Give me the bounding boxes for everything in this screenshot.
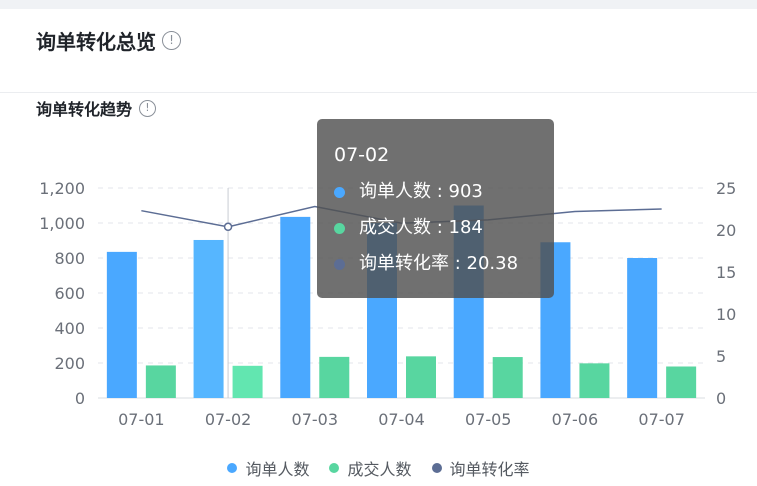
bar-deal-count <box>492 357 523 398</box>
conversion-rate-point <box>223 222 233 232</box>
x-tick-label: 07-02 <box>205 410 252 429</box>
bar-deal-count <box>319 356 350 398</box>
y-tick-label-left: 0 <box>75 389 85 408</box>
card-header <box>0 9 757 93</box>
y-tick-label-right: 0 <box>716 389 726 408</box>
info-icon[interactable]: ! <box>162 31 181 50</box>
y-tick-label-left: 600 <box>54 284 85 303</box>
info-icon[interactable]: ! <box>139 99 157 117</box>
y-tick-label-right: 20 <box>716 221 736 240</box>
x-tick-label: 07-07 <box>638 410 685 429</box>
bar-inquiry-count <box>627 258 658 398</box>
legend-label: 询单人数 <box>245 460 310 479</box>
tooltip-series-dot <box>334 222 345 234</box>
tooltip-row: 成交人数 : 184 <box>334 210 537 246</box>
y-tick-label-right: 25 <box>716 179 736 198</box>
x-tick-label: 07-03 <box>292 410 339 429</box>
tooltip-row-label: 成交人数 : 184 <box>359 217 483 238</box>
chart-tooltip: 07-02 询单人数 : 903 成交人数 : 184 询单转化率 : 20.3… <box>317 119 554 298</box>
x-tick-label: 07-05 <box>465 410 512 429</box>
section-title-text: 询单转化趋势 <box>36 100 133 119</box>
page-title: 询单转化总览 ! <box>36 26 181 55</box>
page-title-text: 询单转化总览 <box>36 30 156 54</box>
y-tick-label-right: 10 <box>716 305 736 324</box>
tooltip-row-label: 询单转化率 : 20.38 <box>359 253 519 274</box>
tooltip-row: 询单转化率 : 20.38 <box>334 246 537 282</box>
legend-dot <box>227 463 238 473</box>
chart-legend: 询单人数 成交人数 询单转化率 <box>0 456 757 480</box>
tooltip-row: 询单人数 : 903 <box>334 174 537 210</box>
y-tick-label-left: 1,200 <box>39 179 85 198</box>
bar-inquiry-count <box>280 216 311 398</box>
bar-inquiry-count <box>193 239 224 398</box>
y-tick-label-right: 5 <box>716 347 726 366</box>
section-title: 询单转化趋势 ! <box>36 96 157 120</box>
y-tick-label-left: 200 <box>54 354 85 373</box>
legend-dot <box>329 463 340 473</box>
x-tick-label: 07-01 <box>118 410 165 429</box>
y-tick-label-left: 400 <box>54 319 85 338</box>
bar-deal-count <box>666 366 697 398</box>
legend-label: 询单转化率 <box>449 460 530 479</box>
legend-item[interactable]: 询单转化率 <box>431 456 530 480</box>
x-tick-label: 07-06 <box>552 410 599 429</box>
tooltip-series-dot <box>334 186 345 198</box>
bar-inquiry-count <box>106 251 137 398</box>
legend-item[interactable]: 成交人数 <box>329 456 412 480</box>
bar-deal-count <box>232 365 263 398</box>
legend-label: 成交人数 <box>347 460 412 479</box>
bar-deal-count <box>145 365 176 398</box>
bar-deal-count <box>406 356 436 398</box>
y-tick-label-right: 15 <box>716 263 736 282</box>
legend-item[interactable]: 询单人数 <box>227 456 309 480</box>
tooltip-title: 07-02 <box>334 144 390 166</box>
bar-deal-count <box>579 363 610 398</box>
x-tick-label: 07-04 <box>378 410 425 429</box>
y-tick-label-left: 1,000 <box>39 214 85 233</box>
y-tick-label-left: 800 <box>54 249 85 268</box>
legend-dot <box>431 463 442 473</box>
tooltip-series-dot <box>334 258 345 270</box>
tooltip-row-label: 询单人数 : 903 <box>359 181 483 202</box>
